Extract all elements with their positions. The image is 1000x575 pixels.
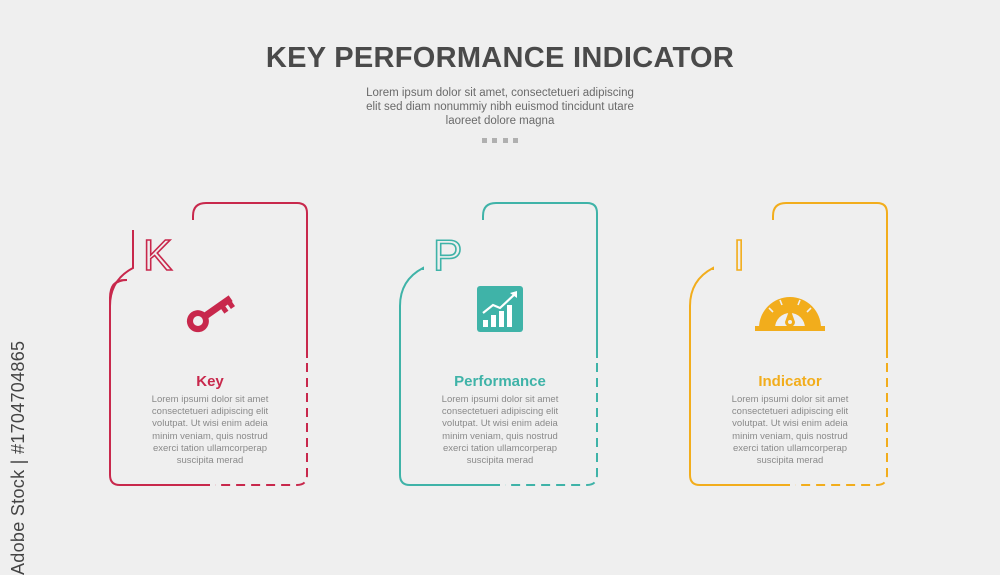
subtitle-line: laoreet dolore magna bbox=[445, 115, 555, 127]
card-frame bbox=[109, 202, 308, 486]
page-subtitle: Lorem ipsum dolor sit amet, consectetuer… bbox=[340, 86, 660, 128]
card-text-line: consectetueri adipiscing elit bbox=[731, 406, 849, 418]
card-frame bbox=[689, 202, 888, 486]
card-title: Performance bbox=[454, 373, 546, 390]
card-text-line: exerci tation ullamcorperap bbox=[152, 442, 268, 454]
card-frame bbox=[399, 202, 598, 486]
card-key: K Key Lorem ipsumi dolor sit amet consec… bbox=[105, 198, 315, 490]
card-text-line: Lorem ipsumi dolor sit amet bbox=[441, 394, 559, 405]
card-text: Lorem ipsumi dolor sit amet consectetuer… bbox=[720, 394, 860, 467]
speedometer-icon bbox=[745, 286, 835, 338]
card-title: Indicator bbox=[758, 373, 822, 390]
page-title: KEY PERFORMANCE INDICATOR bbox=[265, 42, 735, 74]
subtitle-line: Lorem ipsum dolor sit amet, consectetuer… bbox=[366, 87, 634, 99]
card-text-line: exerci tation ullamcorperap bbox=[732, 442, 848, 454]
card-text-line: volutpat. Ut wisi enim adeia bbox=[152, 418, 268, 430]
card-text-line: suscipita merad bbox=[756, 455, 824, 467]
divider-dots bbox=[482, 138, 518, 143]
card-text-line: Lorem ipsumi dolor sit amet bbox=[151, 394, 269, 405]
card-text-line: minim veniam, quis nostrud bbox=[442, 430, 558, 442]
card-text: Lorem ipsumi dolor sit amet consectetuer… bbox=[140, 394, 280, 467]
card-title: Key bbox=[196, 373, 224, 390]
card-text-line: volutpat. Ut wisi enim adeia bbox=[442, 418, 558, 430]
card-text-line: exerci tation ullamcorperap bbox=[442, 442, 558, 454]
card-text: Lorem ipsumi dolor sit amet consectetuer… bbox=[430, 394, 570, 467]
subtitle-line: elit sed diam nonummiy nibh euismod tinc… bbox=[366, 101, 634, 113]
card-letter: K bbox=[143, 231, 172, 280]
card-indicator: I Indicator Lorem ipsumi dolor sit amet … bbox=[685, 198, 895, 490]
card-text-line: consectetueri adipiscing elit bbox=[151, 406, 269, 418]
card-letter: I bbox=[733, 231, 745, 280]
stock-watermark: Adobe Stock | #1704704865 bbox=[8, 340, 28, 575]
card-text-line: suscipita merad bbox=[176, 455, 244, 467]
card-text-line: consectetueri adipiscing elit bbox=[441, 406, 559, 418]
card-letter: P bbox=[433, 231, 462, 280]
key-icon bbox=[165, 286, 255, 338]
growth-chart-icon bbox=[455, 286, 545, 338]
card-text-line: minim veniam, quis nostrud bbox=[732, 430, 848, 442]
card-text-line: minim veniam, quis nostrud bbox=[152, 430, 268, 442]
card-text-line: volutpat. Ut wisi enim adeia bbox=[732, 418, 848, 430]
card-text-line: Lorem ipsumi dolor sit amet bbox=[731, 394, 849, 405]
card-text-line: suscipita merad bbox=[466, 455, 534, 467]
card-performance: P Performance Lorem ipsumi dolor sit ame… bbox=[395, 198, 605, 490]
